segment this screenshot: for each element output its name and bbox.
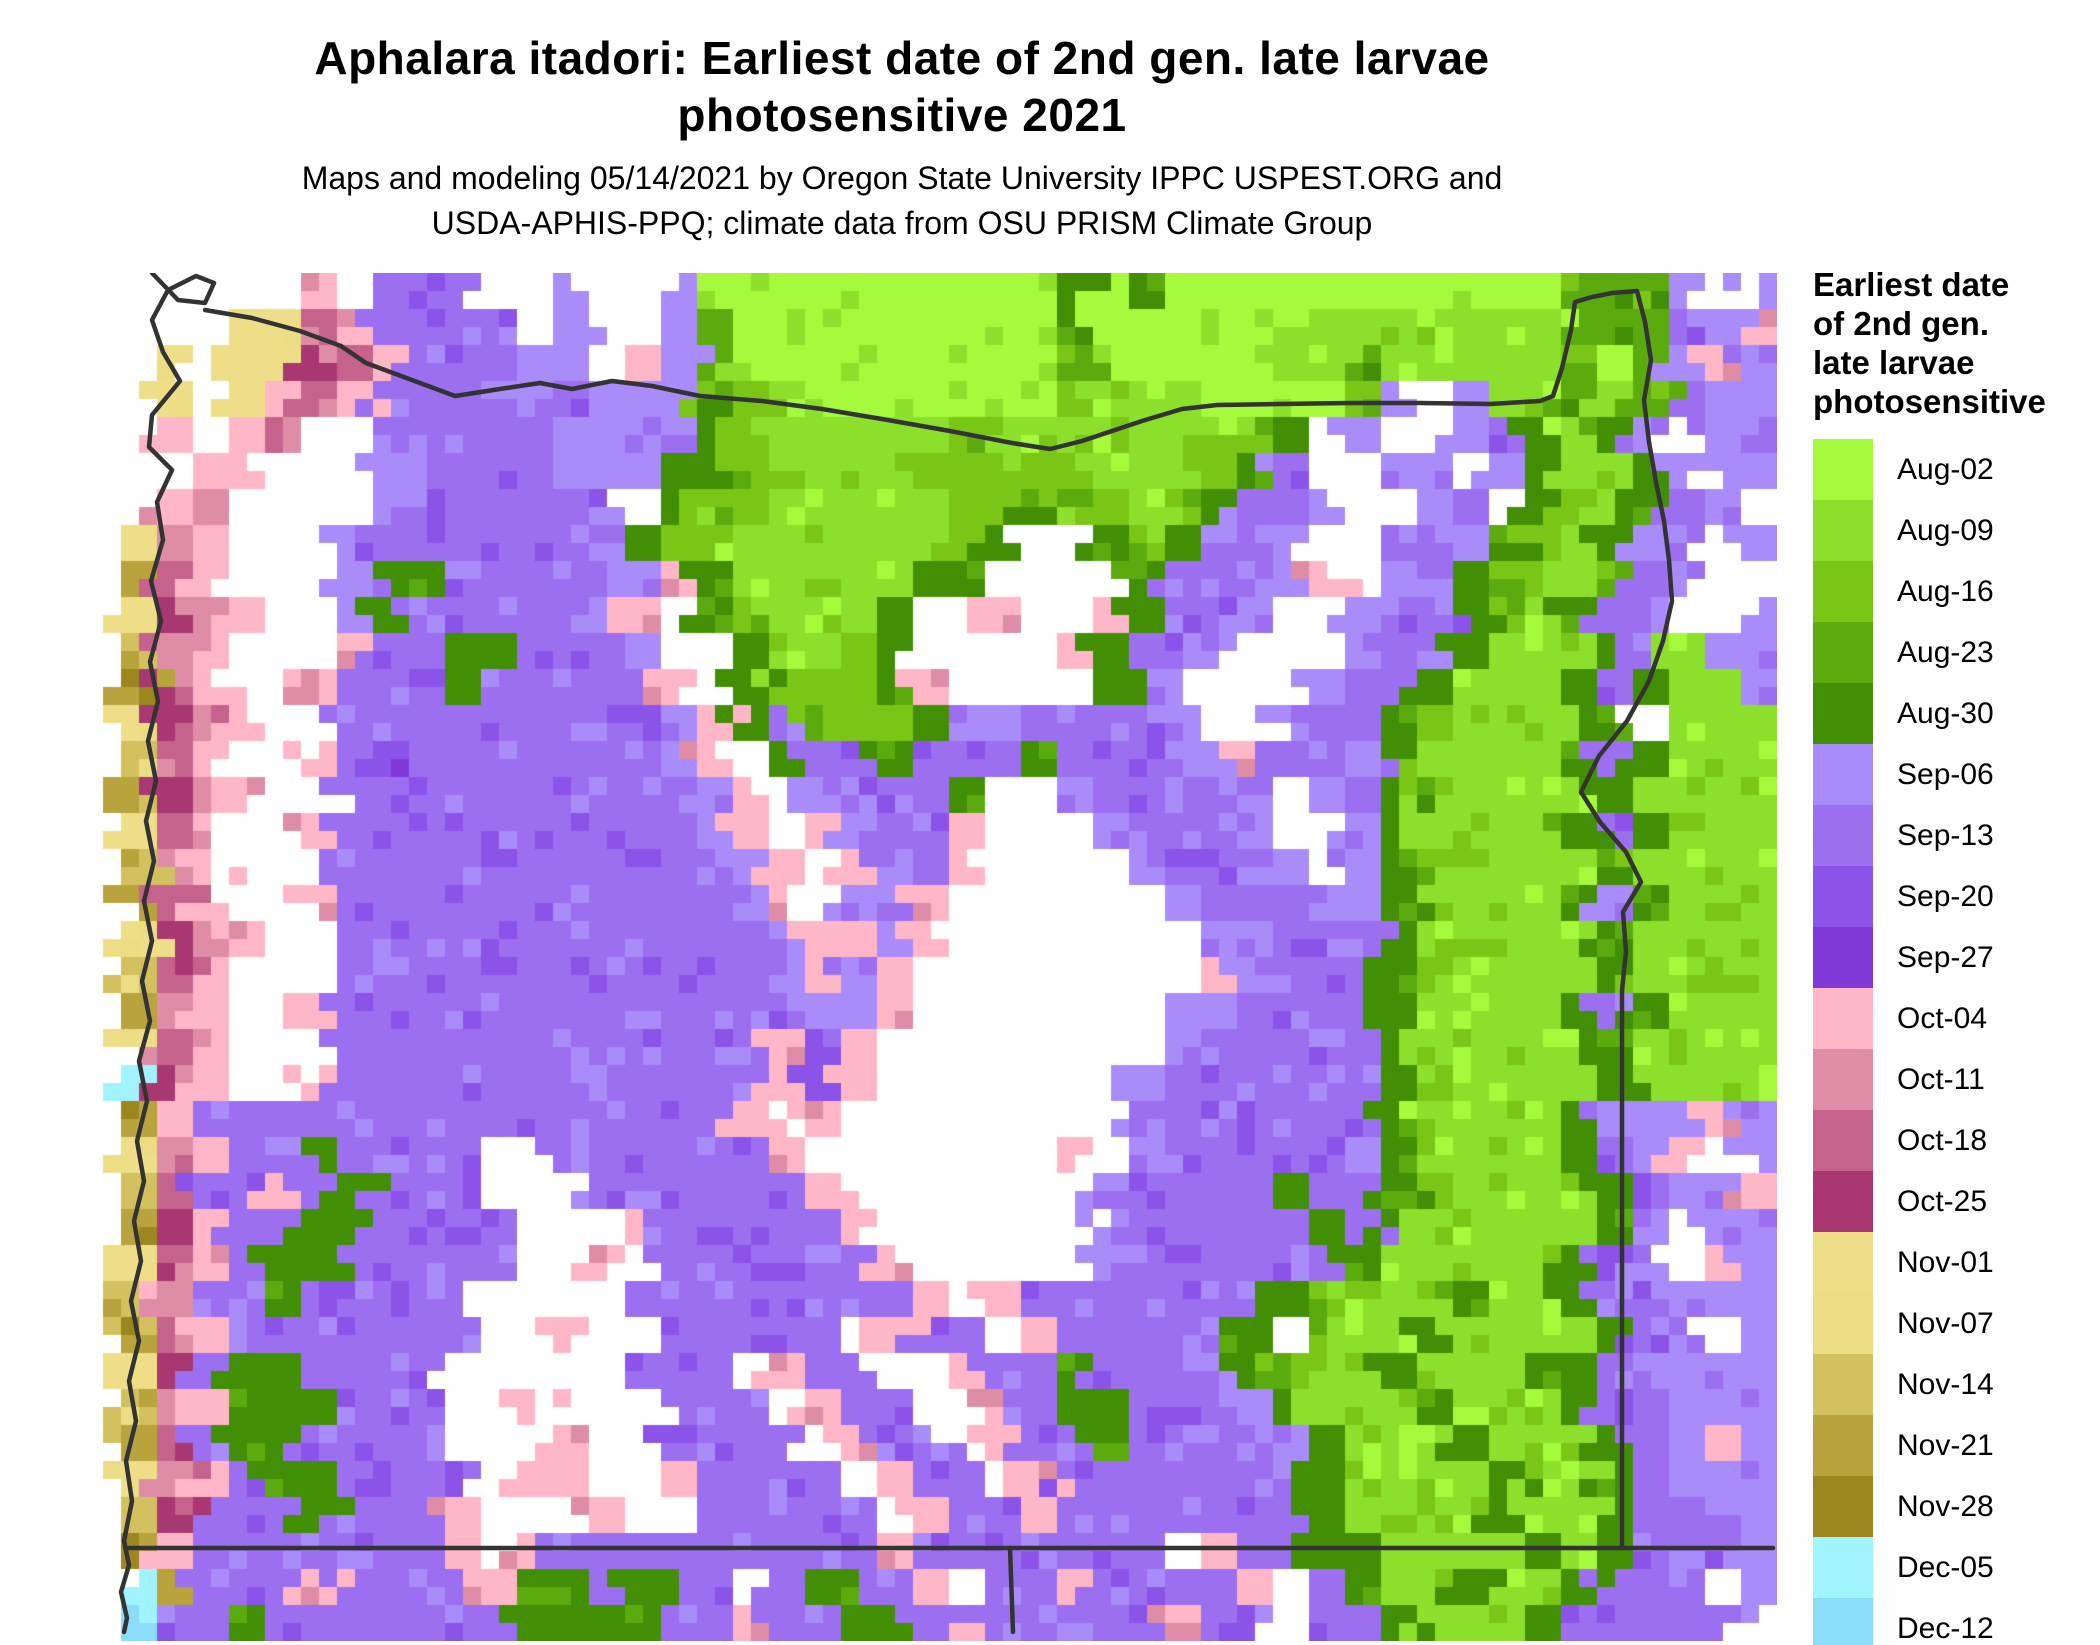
legend-item: Aug-23 [1813,622,2098,683]
legend-label: Sep-27 [1897,940,1994,974]
legend-label: Sep-13 [1897,818,1994,852]
color-swatch [1813,1415,1873,1476]
legend-item: Dec-05 [1813,1537,2098,1598]
map-raster [85,273,1777,1641]
legend-label: Aug-16 [1897,574,1994,608]
color-swatch [1813,805,1873,866]
legend-item: Nov-21 [1813,1415,2098,1476]
color-swatch [1813,1293,1873,1354]
legend-title-line3: late larvae [1813,344,1975,381]
legend-label: Nov-01 [1897,1245,1994,1279]
color-swatch [1813,1110,1873,1171]
legend-title-line2: of 2nd gen. [1813,305,1989,342]
legend-item: Aug-16 [1813,561,2098,622]
color-swatch [1813,1354,1873,1415]
legend-label: Sep-06 [1897,757,1994,791]
color-swatch [1813,439,1873,500]
legend-item: Oct-25 [1813,1171,2098,1232]
legend-item: Aug-09 [1813,500,2098,561]
header: Aphalara itadori: Earliest date of 2nd g… [0,30,1804,246]
legend-label: Nov-07 [1897,1306,1994,1340]
legend-item: Oct-18 [1813,1110,2098,1171]
color-swatch [1813,1598,1873,1645]
legend-label: Aug-09 [1897,513,1994,547]
legend-item: Sep-27 [1813,927,2098,988]
legend-items: Aug-02 Aug-09 Aug-16 Aug-23 Aug-30 Sep-06 Sep-… [1813,439,2098,1645]
legend-item: Sep-20 [1813,866,2098,927]
legend-item: Oct-04 [1813,988,2098,1049]
legend: Earliest date of 2nd gen. late larvae ph… [1813,265,2098,1645]
color-swatch [1813,866,1873,927]
legend-label: Oct-18 [1897,1123,1988,1157]
legend-label: Dec-05 [1897,1550,1994,1584]
legend-item: Aug-30 [1813,683,2098,744]
color-swatch [1813,622,1873,683]
subtitle: Maps and modeling 05/14/2021 by Oregon S… [0,156,1804,246]
legend-item: Nov-14 [1813,1354,2098,1415]
subtitle-line2: USDA-APHIS-PPQ; climate data from OSU PR… [431,205,1373,241]
color-swatch [1813,744,1873,805]
color-swatch [1813,1476,1873,1537]
legend-label: Oct-11 [1897,1062,1985,1096]
legend-label: Aug-02 [1897,452,1994,486]
legend-item: Aug-02 [1813,439,2098,500]
legend-label: Dec-12 [1897,1611,1994,1645]
subtitle-line1: Maps and modeling 05/14/2021 by Oregon S… [301,160,1503,196]
color-swatch [1813,1049,1873,1110]
color-swatch [1813,1537,1873,1598]
legend-title-line1: Earliest date [1813,266,2010,303]
legend-label: Sep-20 [1897,879,1994,913]
color-swatch [1813,1171,1873,1232]
legend-label: Oct-25 [1897,1184,1988,1218]
legend-item: Nov-07 [1813,1293,2098,1354]
color-swatch [1813,927,1873,988]
legend-item: Oct-11 [1813,1049,2098,1110]
legend-item: Nov-01 [1813,1232,2098,1293]
color-swatch [1813,500,1873,561]
legend-label: Nov-21 [1897,1428,1994,1462]
legend-label: Nov-14 [1897,1367,1994,1401]
page-title-line1: Aphalara itadori: Earliest date of 2nd g… [314,32,1490,84]
color-swatch [1813,988,1873,1049]
legend-item: Sep-06 [1813,744,2098,805]
legend-label: Aug-30 [1897,696,1994,730]
legend-item: Nov-28 [1813,1476,2098,1537]
color-swatch [1813,561,1873,622]
legend-item: Sep-13 [1813,805,2098,866]
page-title-line2: photosensitive 2021 [677,89,1127,141]
legend-title: Earliest date of 2nd gen. late larvae ph… [1813,265,2098,421]
color-swatch [1813,683,1873,744]
legend-label: Nov-28 [1897,1489,1994,1523]
legend-item: Dec-12 [1813,1598,2098,1645]
legend-label: Oct-04 [1897,1001,1988,1035]
legend-title-line4: photosensitive [1813,383,2046,420]
color-swatch [1813,1232,1873,1293]
legend-label: Aug-23 [1897,635,1994,669]
